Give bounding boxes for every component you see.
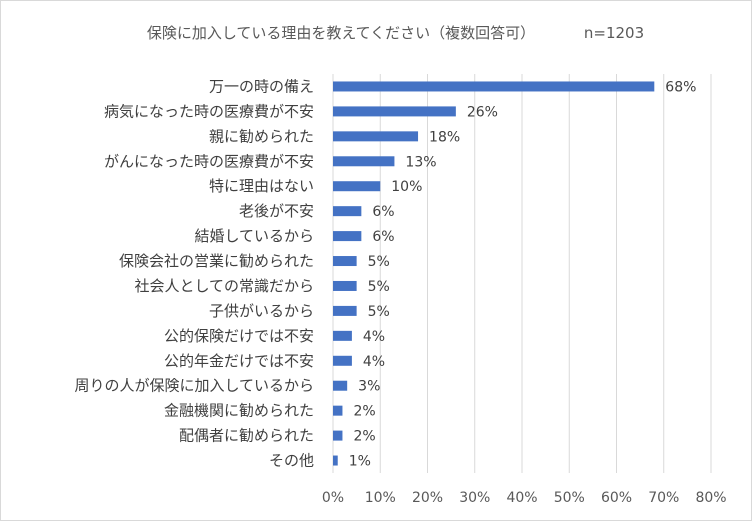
bar [333,355,352,366]
category-label: がんになった時の医療費が不安 [104,152,314,170]
bar [333,81,655,92]
bar [333,305,357,316]
data-label: 68% [665,79,696,95]
bar [333,405,343,416]
x-tick-label: 0% [322,490,344,506]
category-label: 子供がいるから [209,302,314,320]
bar [333,280,357,291]
category-label: 病気になった時の医療費が不安 [104,102,314,120]
bar [333,330,352,341]
chart-title: 保険に加入している理由を教えてください（複数回答可） [147,24,535,42]
category-label: 社会人としての常識だから [134,277,314,295]
x-tick-label: 40% [506,490,537,506]
category-label: 特に理由はない [209,177,314,195]
data-label: 5% [368,304,390,320]
x-tick-label: 20% [412,490,443,506]
x-tick-label: 50% [554,490,585,506]
x-tick-label: 60% [601,490,632,506]
data-label: 1% [349,454,371,470]
category-label: その他 [269,452,314,470]
data-label: 26% [467,104,498,120]
bar [333,181,381,192]
bar [333,106,456,117]
x-tick-label: 30% [459,490,490,506]
data-label: 10% [391,179,422,195]
data-label: 5% [368,279,390,295]
data-label: 2% [353,429,375,445]
category-label: 周りの人が保険に加入しているから [74,377,314,395]
chart-subtitle: n=1203 [584,24,644,42]
category-label: 万一の時の備え [209,77,314,95]
data-label: 13% [405,154,436,170]
bar [333,256,357,267]
category-label: 公的年金だけでは不安 [164,352,314,370]
bar [333,156,395,167]
data-label: 6% [372,229,394,245]
data-label: 2% [353,404,375,420]
data-label: 4% [363,354,385,370]
category-label: 親に勧められた [209,127,314,145]
bar [333,455,338,466]
category-label: 老後が不安 [239,202,314,220]
category-label: 保険会社の営業に勧められた [119,252,314,270]
bar [333,231,362,242]
bar [333,131,419,142]
data-label: 3% [358,379,380,395]
category-label: 公的保険だけでは不安 [164,327,314,345]
data-label: 6% [372,204,394,220]
bar [333,380,348,391]
category-label: 結婚しているから [194,227,314,245]
bar [333,206,362,217]
x-tick-label: 80% [695,490,726,506]
data-label: 18% [429,129,460,145]
category-label: 配偶者に勧められた [179,427,314,445]
category-label: 金融機関に勧められた [164,402,314,420]
x-tick-label: 70% [648,490,679,506]
bar [333,430,343,441]
data-label: 5% [368,254,390,270]
x-tick-label: 10% [365,490,396,506]
data-label: 4% [363,329,385,345]
